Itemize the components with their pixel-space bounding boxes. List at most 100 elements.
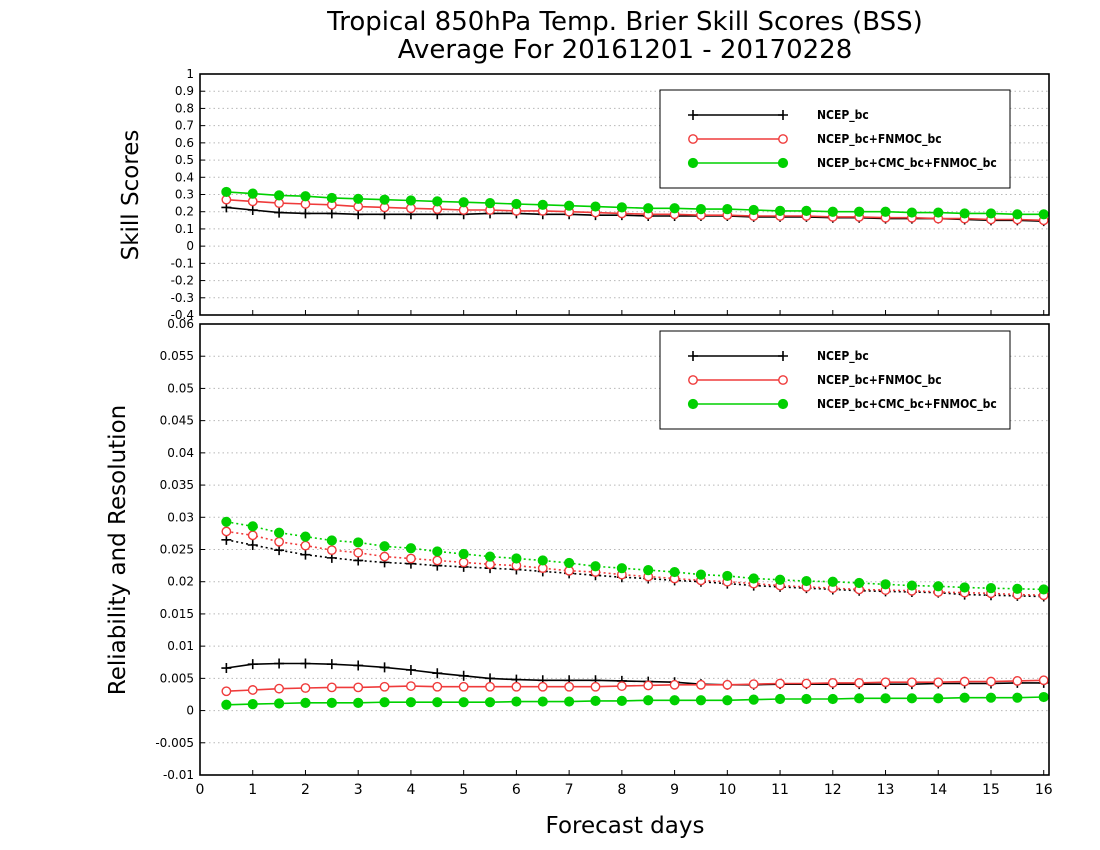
bottom-data-point [748, 694, 759, 705]
top-series-cmc [221, 186, 1049, 220]
bottom-series-line [226, 521, 1044, 591]
bottom-data-point [616, 563, 627, 574]
top-data-point [854, 206, 865, 217]
bottom-data-point [353, 697, 364, 708]
bottom-data-point [379, 681, 390, 692]
top-legend-item: NCEP_bc+CMC_bc+FNMOC_bc [687, 156, 997, 171]
bottom-legend-item: NCEP_bc [688, 349, 869, 364]
bottom-data-point [722, 679, 733, 690]
bottom-data-point [590, 561, 601, 572]
top-data-point [273, 190, 285, 201]
top-data-point [669, 203, 680, 214]
top-plot-frame [199, 73, 1050, 316]
bottom-data-point [458, 670, 469, 681]
bottom-legend-marker [778, 375, 788, 385]
bottom-data-point [405, 543, 417, 554]
top-data-point [353, 193, 364, 204]
bottom-y-tick-label: 0.045 [160, 414, 194, 428]
bottom-data-point [696, 679, 706, 690]
bottom-data-point [247, 699, 258, 710]
top-data-point [326, 208, 337, 219]
bottom-data-point [485, 681, 495, 692]
bottom-data-point [406, 681, 416, 691]
bottom-y-tick-label: 0.01 [167, 639, 194, 653]
top-data-point [537, 199, 548, 210]
bottom-legend-label: NCEP_bc [817, 349, 869, 364]
bottom-data-point [406, 553, 416, 564]
x-tick-label: 7 [565, 782, 574, 798]
top-y-tick-label: 0.9 [175, 84, 194, 98]
top-data-point [326, 192, 337, 204]
bottom-data-point [906, 693, 917, 704]
top-y-tick-label: -0.1 [171, 256, 194, 270]
bottom-data-point [300, 658, 311, 669]
bottom-y-tick-label: 0.03 [167, 510, 194, 524]
top-data-point [432, 196, 443, 207]
bottom-data-point [1038, 584, 1049, 595]
bottom-data-point [484, 697, 496, 708]
bottom-data-point [933, 581, 944, 592]
bottom-data-point [221, 516, 232, 527]
bottom-y-tick-label: 0.025 [160, 543, 194, 557]
bottom-data-point [511, 681, 522, 692]
top-legend-marker [778, 110, 788, 120]
bottom-data-point [801, 693, 812, 705]
bottom-y-tick-label: 0 [186, 704, 194, 718]
bottom-y-axis-label: Reliability and Resolution [105, 405, 131, 695]
x-tick-label: 9 [670, 782, 679, 798]
bottom-legend: NCEP_bc NCEP_bc+FNMOC_bc NCEP_bc+CMC_bc+FN… [659, 330, 1011, 430]
top-data-point [933, 207, 944, 218]
top-data-point [1038, 209, 1049, 220]
bottom-data-point [326, 682, 337, 693]
bottom-data-point [616, 681, 627, 691]
x-tick-label: 15 [982, 782, 1000, 798]
bottom-data-point [1012, 692, 1023, 703]
bottom-data-point [458, 548, 469, 560]
top-y-tick-label: 0 [186, 239, 194, 253]
top-y-tick-label: 0.2 [175, 205, 194, 219]
bottom-data-point [273, 698, 285, 709]
x-tick-label: 14 [929, 782, 947, 798]
x-tick-label: 4 [406, 782, 415, 798]
bottom-data-point [458, 697, 469, 708]
bottom-data-point [1012, 676, 1023, 686]
bottom-data-point [221, 534, 232, 545]
bottom-data-point [274, 658, 285, 669]
bottom-data-point [1038, 675, 1049, 686]
top-data-point [985, 208, 997, 219]
bottom-data-point [906, 677, 917, 688]
x-tick-label: 6 [512, 782, 521, 798]
bottom-legend-marker [688, 375, 698, 385]
top-data-point [827, 206, 838, 217]
top-legend-marker [777, 157, 789, 169]
bottom-y-tick-label: -0.005 [155, 736, 194, 750]
top-data-point [247, 188, 258, 199]
bottom-data-point [695, 569, 707, 580]
bottom-data-point [458, 557, 469, 568]
bottom-data-point [827, 576, 838, 587]
bottom-data-point [353, 660, 364, 671]
bottom-data-point [880, 677, 891, 688]
bottom-data-point [880, 579, 891, 590]
x-axis-label: Forecast days [546, 813, 705, 839]
top-data-point [590, 201, 601, 212]
x-tick-label: 5 [459, 782, 468, 798]
bottom-data-point [985, 692, 997, 703]
x-tick-label: 10 [718, 782, 736, 798]
bottom-data-point [695, 695, 707, 706]
bottom-y-tick-label: 0.035 [160, 478, 194, 492]
x-tick-label: 8 [617, 782, 626, 798]
bottom-data-point [247, 521, 258, 532]
top-data-point [643, 203, 654, 214]
top-legend-marker [688, 134, 698, 144]
bottom-data-point [274, 545, 285, 556]
bottom-y-tick-label: 0.005 [160, 671, 194, 685]
bottom-data-point [537, 696, 548, 707]
bottom-data-point [379, 697, 390, 708]
bottom-data-point [933, 677, 944, 688]
bottom-data-point [221, 663, 232, 674]
bottom-data-point [221, 686, 232, 697]
bottom-y-tick-label: 0.04 [167, 446, 194, 460]
top-y-tick-label: 0.6 [175, 136, 194, 150]
